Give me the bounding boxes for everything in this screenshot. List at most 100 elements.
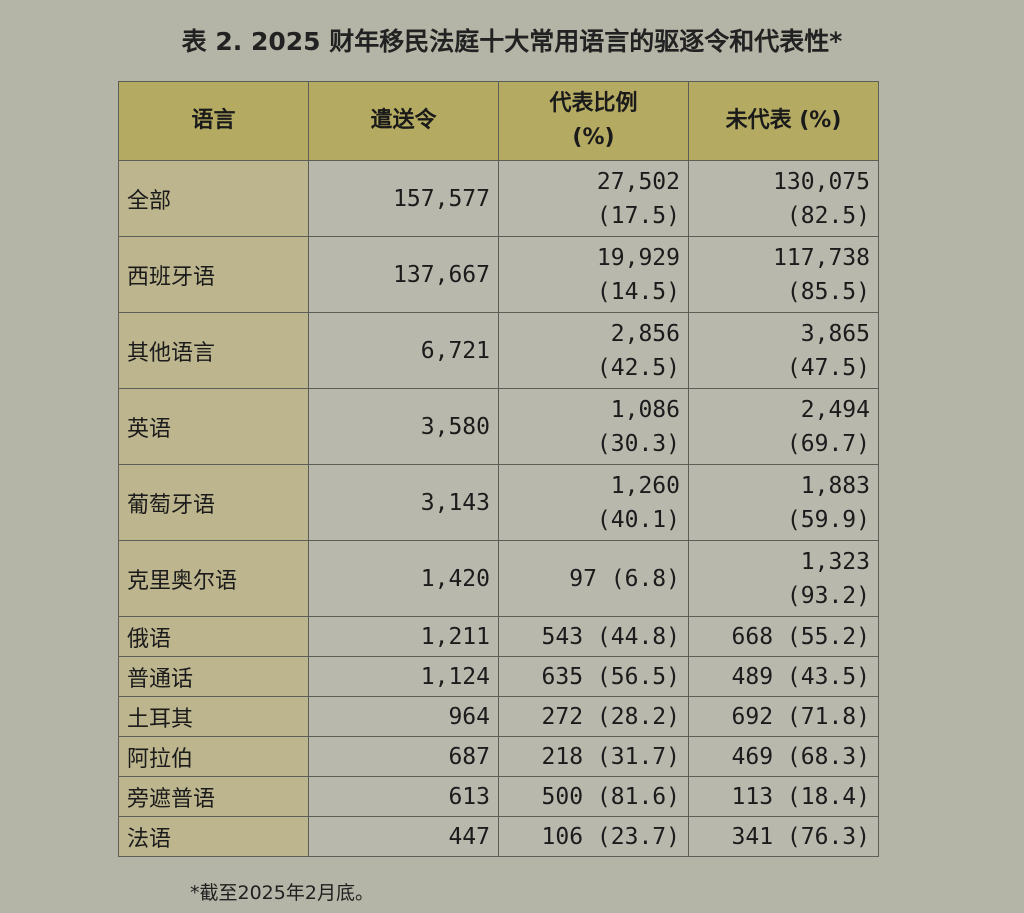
cell-represented-text: (42.5): [596, 354, 680, 381]
cell-unrepresented-text: (93.2): [786, 582, 870, 609]
table-row: 英语 3,580 1,086 (30.3) 2,494 (69.7): [118, 388, 879, 465]
table-row: 普通话 1,124 635 (56.5) 489 (43.5): [118, 656, 879, 697]
cell-unrepresented-text: 113 (18.4): [731, 783, 870, 810]
cell-orders-text: 1,124: [420, 663, 490, 690]
cell-represented-text: 272 (28.2): [541, 703, 680, 730]
cell-orders-text: 613: [448, 783, 490, 810]
cell-language-text: 克里奥尔语: [127, 568, 238, 594]
cell-orders-text: 3,143: [420, 489, 490, 516]
cell-unrepresented-text: (59.9): [786, 506, 870, 533]
cell-language-text: 阿拉伯: [127, 746, 194, 772]
cell-unrepresented-text: 130,075: [773, 168, 870, 195]
cell-orders-text: 447: [448, 823, 490, 850]
table-row: 西班牙语 137,667 19,929 (14.5) 117,738 (85.5): [118, 236, 879, 313]
cell-orders: 3,580: [308, 388, 499, 465]
cell-represented-text: 2,856: [610, 320, 680, 347]
cell-unrepresented-text: 469 (68.3): [731, 743, 870, 770]
cell-unrepresented: 341 (76.3): [688, 816, 879, 857]
table-row: 阿拉伯 687 218 (31.7) 469 (68.3): [118, 736, 879, 777]
cell-orders: 447: [308, 816, 499, 857]
cell-represented: 218 (31.7): [498, 736, 689, 777]
cell-orders: 1,420: [308, 540, 499, 617]
cell-represented: 635 (56.5): [498, 656, 689, 697]
cell-language-text: 旁遮普语: [127, 786, 216, 812]
cell-language: 法语: [118, 816, 309, 857]
cell-represented-text: 1,260: [610, 472, 680, 499]
cell-orders: 157,577: [308, 160, 499, 237]
deportation-table: 语言 遣送令 代表比例 (%) 未代表 (%) 全部 157,577 27,502 (…: [118, 81, 879, 857]
cell-unrepresented-text: 692 (71.8): [731, 703, 870, 730]
cell-unrepresented-text: 2,494: [800, 396, 870, 423]
cell-unrepresented-text: (47.5): [786, 354, 870, 381]
table-row: 旁遮普语 613 500 (81.6) 113 (18.4): [118, 776, 879, 817]
cell-represented: 500 (81.6): [498, 776, 689, 817]
cell-language: 葡萄牙语: [118, 464, 309, 541]
cell-unrepresented: 3,865 (47.5): [688, 312, 879, 389]
table-header-row: 语言 遣送令 代表比例 (%) 未代表 (%): [118, 81, 879, 161]
cell-orders: 1,211: [308, 616, 499, 657]
cell-represented: 543 (44.8): [498, 616, 689, 657]
cell-orders-text: 157,577: [393, 185, 490, 212]
cell-orders: 6,721: [308, 312, 499, 389]
cell-represented-text: 1,086: [610, 396, 680, 423]
cell-unrepresented-text: 1,323: [800, 548, 870, 575]
cell-represented: 1,260 (40.1): [498, 464, 689, 541]
cell-represented: 272 (28.2): [498, 696, 689, 737]
cell-unrepresented-text: 668 (55.2): [731, 623, 870, 650]
cell-represented: 106 (23.7): [498, 816, 689, 857]
cell-represented: 1,086 (30.3): [498, 388, 689, 465]
cell-orders: 1,124: [308, 656, 499, 697]
cell-orders: 687: [308, 736, 499, 777]
cell-language: 土耳其: [118, 696, 309, 737]
cell-represented-text: 97 (6.8): [569, 565, 680, 592]
table-row: 其他语言 6,721 2,856 (42.5) 3,865 (47.5): [118, 312, 879, 389]
table-body: 全部 157,577 27,502 (17.5) 130,075 (82.5) 西班牙语 13…: [118, 160, 879, 857]
cell-unrepresented-text: 3,865: [800, 320, 870, 347]
cell-unrepresented: 113 (18.4): [688, 776, 879, 817]
cell-unrepresented: 668 (55.2): [688, 616, 879, 657]
cell-unrepresented: 117,738 (85.5): [688, 236, 879, 313]
cell-orders-text: 1,420: [420, 565, 490, 592]
cell-represented-text: (17.5): [596, 202, 680, 229]
cell-represented: 27,502 (17.5): [498, 160, 689, 237]
cell-language: 阿拉伯: [118, 736, 309, 777]
cell-unrepresented: 2,494 (69.7): [688, 388, 879, 465]
cell-represented-text: 543 (44.8): [541, 623, 680, 650]
cell-orders-text: 964: [448, 703, 490, 730]
cell-orders-text: 3,580: [420, 413, 490, 440]
cell-orders: 3,143: [308, 464, 499, 541]
cell-represented: 97 (6.8): [498, 540, 689, 617]
cell-unrepresented: 130,075 (82.5): [688, 160, 879, 237]
cell-language: 英语: [118, 388, 309, 465]
cell-language: 全部: [118, 160, 309, 237]
cell-language-text: 普通话: [127, 666, 194, 692]
cell-unrepresented: 469 (68.3): [688, 736, 879, 777]
cell-represented-text: 19,929: [596, 244, 680, 271]
cell-represented: 2,856 (42.5): [498, 312, 689, 389]
cell-orders-text: 137,667: [393, 261, 490, 288]
table-row: 土耳其 964 272 (28.2) 692 (71.8): [118, 696, 879, 737]
cell-language: 俄语: [118, 616, 309, 657]
cell-orders-text: 1,211: [420, 623, 490, 650]
cell-orders: 613: [308, 776, 499, 817]
header-unrepresented: 未代表 (%): [688, 81, 879, 161]
cell-represented-text: 218 (31.7): [541, 743, 680, 770]
cell-language-text: 西班牙语: [127, 264, 216, 290]
footnote: *截至2025年2月底。: [190, 882, 374, 904]
cell-unrepresented: 692 (71.8): [688, 696, 879, 737]
cell-language-text: 法语: [127, 826, 172, 852]
table-row: 克里奥尔语 1,420 97 (6.8) 1,323 (93.2): [118, 540, 879, 617]
cell-represented-text: 500 (81.6): [541, 783, 680, 810]
cell-language-text: 葡萄牙语: [127, 492, 216, 518]
cell-orders-text: 687: [448, 743, 490, 770]
header-language: 语言: [118, 81, 309, 161]
cell-represented-text: 635 (56.5): [541, 663, 680, 690]
cell-represented: 19,929 (14.5): [498, 236, 689, 313]
table-title: 表 2. 2025 财年移民法庭十大常用语言的驱逐令和代表性*: [181, 27, 843, 56]
header-represented: 代表比例 (%): [498, 81, 689, 161]
cell-language: 克里奥尔语: [118, 540, 309, 617]
table-row: 全部 157,577 27,502 (17.5) 130,075 (82.5): [118, 160, 879, 237]
cell-unrepresented: 1,883 (59.9): [688, 464, 879, 541]
cell-unrepresented-text: (85.5): [786, 278, 870, 305]
cell-orders: 137,667: [308, 236, 499, 313]
